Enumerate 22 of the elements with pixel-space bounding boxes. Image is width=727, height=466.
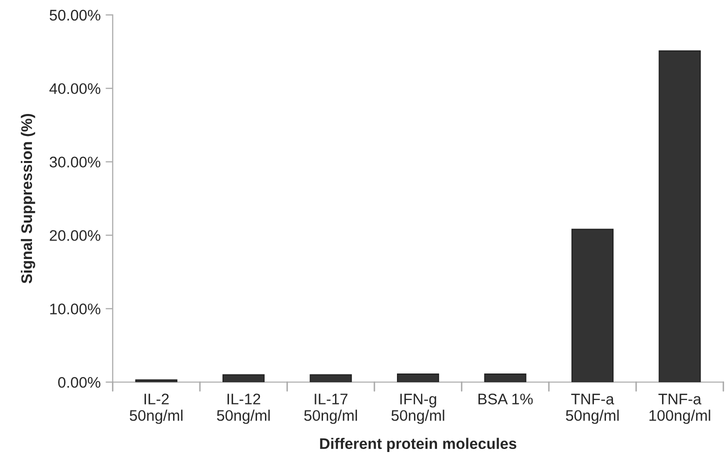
x-axis-title: Different protein molecules [320,438,516,452]
bar [135,379,178,382]
x-tick-label: IFN-g 50ng/ml [391,394,444,424]
bar [310,374,352,382]
x-tick-label: TNF-a 50ng/ml [566,394,619,424]
x-tick-label: IL-12 50ng/ml [216,394,270,424]
bar [396,373,440,382]
y-axis-title: Signal Suppression (%) [20,114,36,284]
bar [571,228,614,382]
bar [658,50,701,382]
x-tick-label: IL-17 50ng/ml [304,394,357,424]
y-tick-label: 40.00% [49,83,100,94]
y-tick-label: 10.00% [50,304,100,314]
x-tick-label: TNF-a 100ng/ml [649,394,710,424]
y-tick-label: 50.00% [50,10,100,21]
y-tick-label: 0.00% [58,376,100,388]
bar [484,373,526,382]
y-tick-label: 30.00% [50,156,100,168]
y-tick-label: 20.00% [50,230,100,241]
bar [222,374,265,382]
x-tick-label: BSA 1% [478,394,533,404]
x-tick-label: IL-2 50ng/ml [130,394,182,424]
